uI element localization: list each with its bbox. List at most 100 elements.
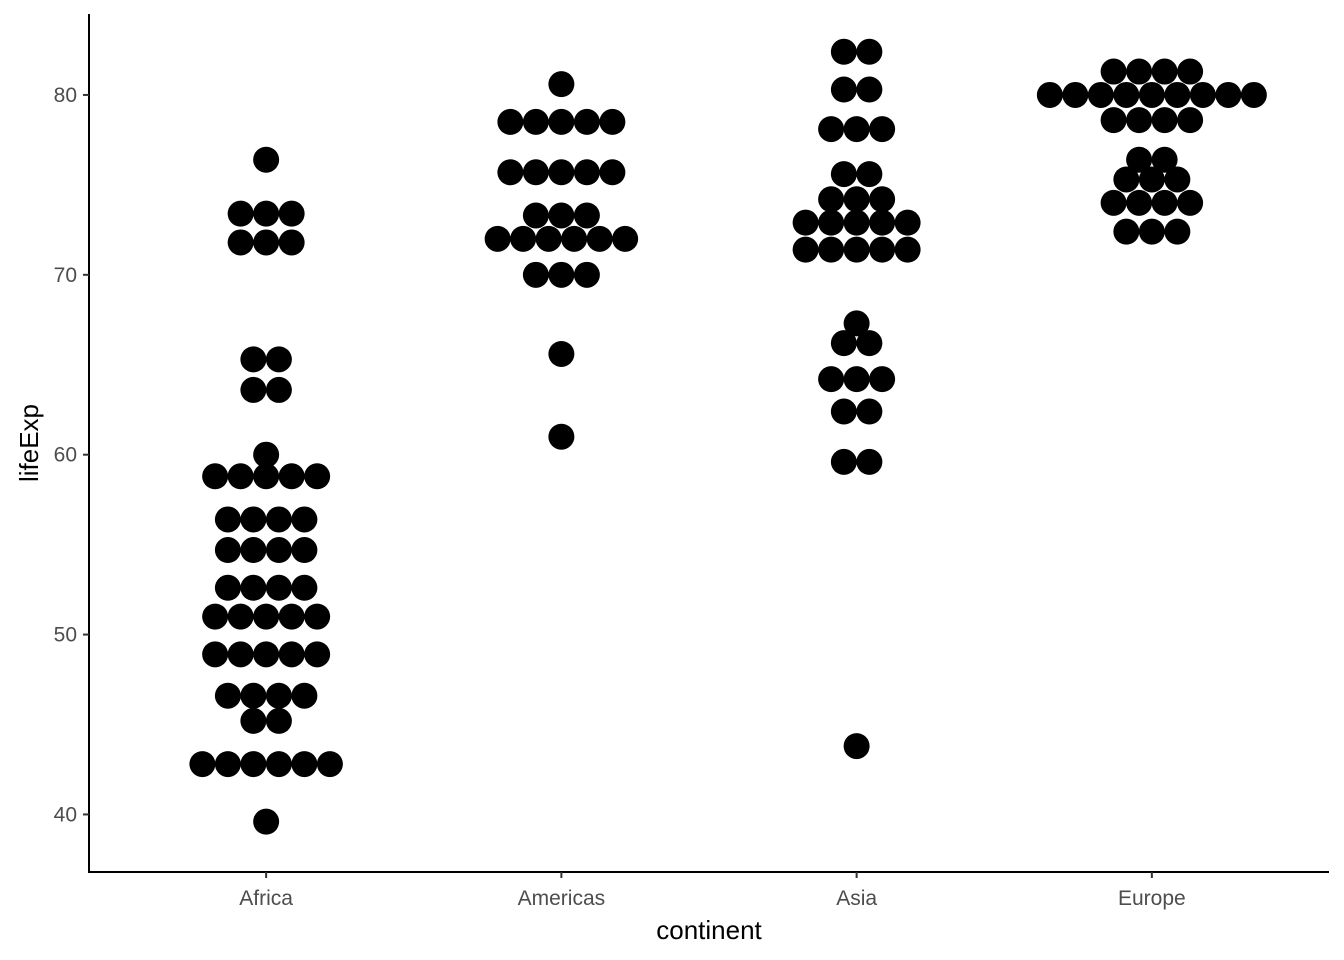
data-dot [202,641,229,668]
data-dot [843,209,870,236]
data-dot [510,225,537,252]
data-dot [253,808,280,835]
data-dot [818,366,845,393]
data-dot [1100,189,1127,216]
data-dot [304,603,331,630]
data-dot [253,229,280,256]
data-dot [869,236,896,263]
data-dot [843,186,870,213]
data-dot [573,108,600,135]
data-dot [291,751,318,778]
data-dot [561,225,588,252]
data-dot [265,346,292,373]
data-dot [548,340,575,367]
data-dot [253,603,280,630]
data-dot [497,108,524,135]
data-dot [497,159,524,186]
data-dot [856,161,883,188]
data-dot [265,751,292,778]
data-dot [1138,81,1165,108]
data-dot [240,682,267,709]
data-dot [548,71,575,98]
data-dot [843,366,870,393]
data-dot [522,159,549,186]
data-dot [548,159,575,186]
data-dot [856,398,883,425]
data-dot [214,574,241,601]
x-tick-label: Americas [518,887,606,910]
data-dot [240,537,267,564]
data-dot [548,423,575,450]
data-dot [291,506,318,533]
data-dot [1062,81,1089,108]
data-dot [1151,146,1178,173]
data-dot [894,209,921,236]
data-dot [830,330,857,357]
data-dot [573,159,600,186]
data-dot [265,506,292,533]
data-dot [522,261,549,288]
data-dot [830,161,857,188]
data-dot [240,346,267,373]
data-dot [573,202,600,229]
data-dot [1151,58,1178,85]
data-dot [265,574,292,601]
data-dot [843,310,870,337]
data-dot [818,186,845,213]
data-dot [548,202,575,229]
data-dot [1113,218,1140,245]
x-tick-label: Europe [1118,887,1186,910]
data-dot [869,209,896,236]
x-axis-title: continent [656,915,762,945]
data-dot [1126,189,1153,216]
data-dot [240,707,267,734]
data-dot [522,202,549,229]
data-dot [240,574,267,601]
data-dot [1126,146,1153,173]
data-dot [1100,107,1127,134]
y-tick-label: 80 [54,84,77,107]
data-dot [1036,81,1063,108]
data-dot [1177,107,1204,134]
data-dot [278,603,305,630]
data-dot [214,506,241,533]
data-dot [792,236,819,263]
data-dot [291,682,318,709]
data-dot [278,229,305,256]
data-dot [484,225,511,252]
data-dot [830,76,857,103]
data-dot [278,641,305,668]
data-dot [253,200,280,227]
x-tick-label: Africa [239,887,293,910]
data-dot [253,146,280,173]
data-dot [1151,189,1178,216]
data-dot [1126,58,1153,85]
data-dot [202,603,229,630]
data-dot [818,116,845,143]
data-dot [599,108,626,135]
x-tick-label: Asia [836,887,877,910]
data-dot [830,398,857,425]
data-dot [869,116,896,143]
data-dot [535,225,562,252]
data-dot [202,463,229,490]
data-dot [227,200,254,227]
data-dot [316,751,343,778]
data-dot [265,682,292,709]
data-dot [1240,81,1267,108]
data-dot [265,707,292,734]
data-dot [253,641,280,668]
data-dot [240,506,267,533]
y-tick-label: 60 [54,444,77,467]
y-axis-ticks: 40 50 60 70 80 [54,84,89,826]
dots-layer [189,38,1267,835]
data-dot [830,448,857,475]
data-dot [1113,166,1140,193]
data-dot [894,236,921,263]
data-dot [548,108,575,135]
data-dot [240,751,267,778]
data-dot [548,261,575,288]
data-dot [278,200,305,227]
data-dot [1164,218,1191,245]
